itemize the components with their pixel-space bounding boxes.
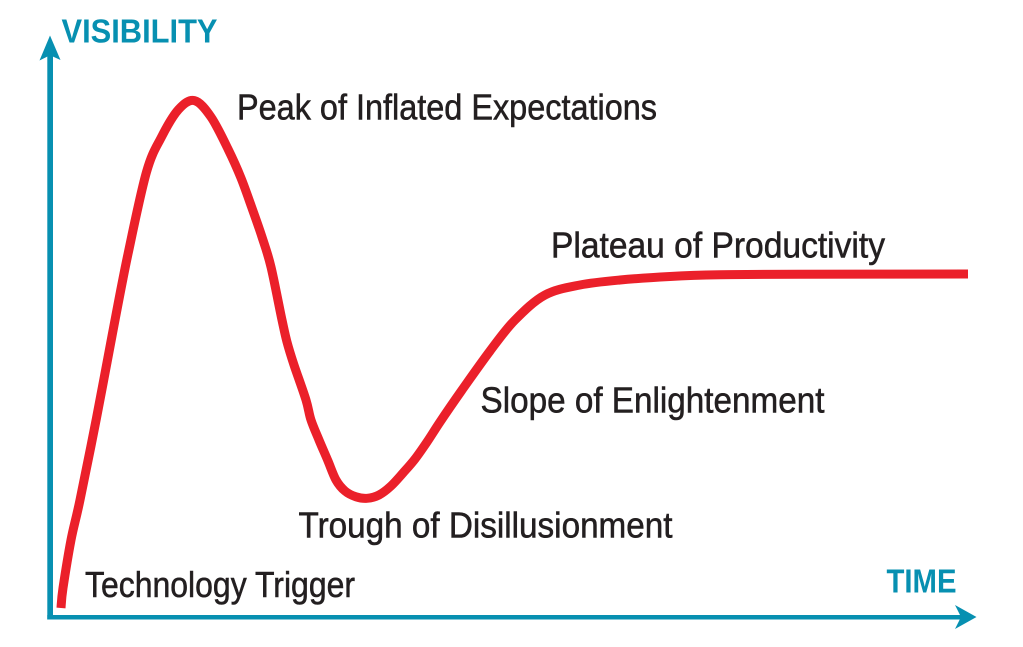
svg-text:TIME: TIME [887,563,957,600]
svg-text:Peak of Inflated Expectations: Peak of Inflated Expectations [237,87,657,128]
svg-text:Plateau of Productivity: Plateau of Productivity [551,225,885,266]
svg-text:Trough of Disillusionment: Trough of Disillusionment [299,504,673,545]
svg-text:Slope of Enlightenment: Slope of Enlightenment [481,380,825,421]
svg-text:VISIBILITY: VISIBILITY [62,13,218,50]
svg-text:Technology Trigger: Technology Trigger [85,564,355,605]
